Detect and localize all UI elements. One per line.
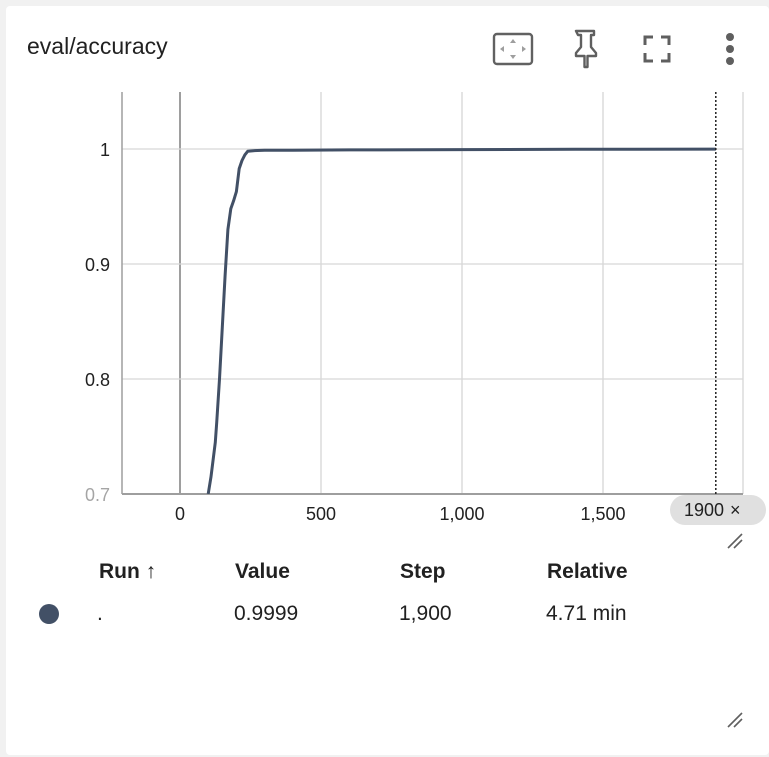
- resize-handle-icon[interactable]: [726, 532, 744, 550]
- more-options-button[interactable]: [707, 26, 753, 72]
- column-header-relative[interactable]: Relative: [547, 560, 628, 583]
- x-tick-label: 0: [175, 504, 185, 524]
- fullscreen-button[interactable]: [634, 26, 680, 72]
- step-cursor-label: 1900: [684, 500, 725, 520]
- resize-handle-icon[interactable]: [726, 711, 744, 729]
- run-color-dot: [39, 604, 59, 624]
- column-header-step[interactable]: Step: [400, 560, 446, 583]
- fit-domain-icon: [492, 32, 534, 66]
- x-tick-label: 1,000: [439, 504, 484, 524]
- close-icon[interactable]: ×: [730, 500, 741, 520]
- pin-button[interactable]: [563, 26, 609, 72]
- x-tick-label: 500: [306, 504, 336, 524]
- x-tick-label: 1,500: [580, 504, 625, 524]
- y-tick-label: 0.8: [85, 370, 110, 390]
- line-chart[interactable]: 0 500 1,000 1,500 0.7 0.8 0.9 1: [0, 0, 769, 560]
- run-name-cell: .: [97, 602, 103, 625]
- value-cell: 0.9999: [234, 602, 299, 625]
- y-tick-label: 0.9: [85, 255, 110, 275]
- fullscreen-icon: [643, 35, 671, 63]
- card-title: eval/accuracy: [27, 33, 168, 59]
- column-header-run[interactable]: Run ↑: [99, 560, 157, 583]
- pin-icon: [574, 29, 598, 69]
- scalar-card: [6, 6, 769, 755]
- y-tick-label: 1: [100, 140, 110, 160]
- y-tick-label: 0.7: [85, 485, 110, 505]
- column-header-value[interactable]: Value: [235, 560, 290, 583]
- relative-cell: 4.71 min: [546, 602, 627, 625]
- more-vert-icon: [726, 33, 734, 65]
- fit-domain-button[interactable]: [490, 26, 536, 72]
- series-line: [206, 147, 716, 494]
- step-cell: 1,900: [399, 602, 452, 625]
- step-cursor-chip[interactable]: 1900 ×: [670, 495, 766, 525]
